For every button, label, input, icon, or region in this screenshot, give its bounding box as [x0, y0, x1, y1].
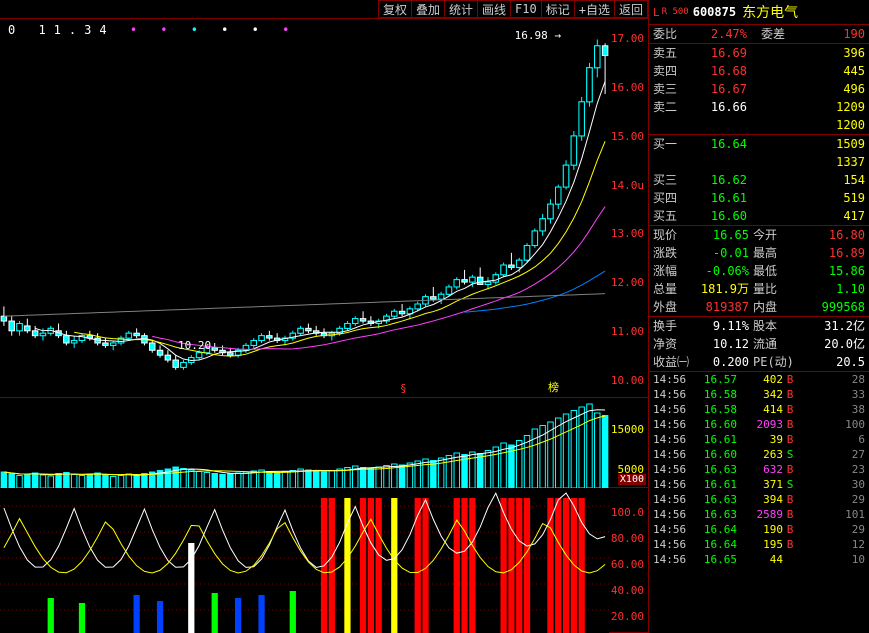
tick-row: 14:5616.632589B101 — [649, 507, 869, 522]
toolbar-复权[interactable]: 复权 — [379, 1, 411, 17]
orderbook-row: 1337 — [649, 153, 869, 171]
price-axis: 17.0016.0015.0014.0u13.0012.0011.0010.00 — [609, 18, 649, 398]
tick-row: 14:5616.58342B33 — [649, 387, 869, 402]
orderbook-row: 卖四16.68445 — [649, 62, 869, 80]
stat-row: 收益㈠0.200PE(动)20.5 — [649, 353, 869, 372]
stat-row: 换手9.11%股本31.2亿 — [649, 317, 869, 335]
volume-axis: X100 150005000 — [609, 398, 649, 488]
tick-row: 14:5616.63394B29 — [649, 492, 869, 507]
toolbar-叠加[interactable]: 叠加 — [411, 1, 444, 17]
tick-row: 14:5616.57402B28 — [649, 372, 869, 387]
toolbar-统计[interactable]: 统计 — [444, 1, 477, 17]
orderbook-row: 卖三16.67496 — [649, 80, 869, 98]
chart-panel: 复权叠加统计画线F10标记+自选返回 0 11.34 • • • • • • 1… — [0, 0, 649, 633]
toolbar-F10[interactable]: F10 — [510, 1, 541, 17]
stock-name: 东方电气 — [742, 2, 798, 22]
candlestick-chart[interactable]: 0 11.34 • • • • • • 16.98 → 10.20 § 榜 — [0, 18, 609, 398]
oscillator-chart[interactable] — [0, 488, 609, 633]
stock-header: L R 500 600875 东方电气 — [649, 0, 869, 25]
tick-row: 14:5616.58414B38 — [649, 402, 869, 417]
low-annotation: 10.20 — [178, 339, 211, 352]
orderbook-row: 1200 — [649, 116, 869, 134]
stat-row: 净资10.12流通20.0亿 — [649, 335, 869, 353]
orderbook-row: 买四16.61519 — [649, 189, 869, 207]
tick-row: 14:5616.6139B6 — [649, 432, 869, 447]
tick-row: 14:5616.64190B29 — [649, 522, 869, 537]
orderbook-row: 买三16.62154 — [649, 171, 869, 189]
stat-row: 外盘819387内盘999568 — [649, 298, 869, 317]
tick-row: 14:5616.61371S30 — [649, 477, 869, 492]
orderbook-row: 卖五16.69396 — [649, 44, 869, 62]
commission-ratio-row: 委比 2.47% 委差 190 — [649, 25, 869, 44]
volume-chart[interactable] — [0, 398, 609, 488]
stat-row: 总量181.9万量比1.10 — [649, 280, 869, 298]
tick-row: 14:5616.602093B100 — [649, 417, 869, 432]
toolbar-标记[interactable]: 标记 — [541, 1, 574, 17]
tick-row: 14:5616.60263S27 — [649, 447, 869, 462]
high-annotation: 16.98 → — [515, 29, 561, 42]
stat-row: 涨跌-0.01最高16.89 — [649, 244, 869, 262]
tick-row: 14:5616.654410 — [649, 552, 869, 567]
toolbar-画线[interactable]: 画线 — [477, 1, 510, 17]
orderbook-row: 卖二16.661209 — [649, 98, 869, 116]
oscillator-axis: 100.080.0060.0040.0020.00 — [609, 488, 649, 633]
marker-s: § — [400, 382, 407, 395]
quote-panel: L R 500 600875 东方电气 委比 2.47% 委差 190 卖五16… — [649, 0, 869, 633]
orderbook-row: 买一16.641509 — [649, 135, 869, 153]
tick-row: 14:5616.64195B12 — [649, 537, 869, 552]
toolbar-+自选[interactable]: +自选 — [574, 1, 614, 17]
stat-row: 涨幅-0.06%最低15.86 — [649, 262, 869, 280]
marker-b: 榜 — [548, 379, 559, 395]
market-prefix: L — [653, 6, 660, 19]
stat-row: 现价16.65今开16.80 — [649, 226, 869, 244]
toolbar-返回[interactable]: 返回 — [614, 1, 647, 17]
toolbar: 复权叠加统计画线F10标记+自选返回 — [378, 0, 648, 18]
indicator-dots: 0 11.34 • • • • • • — [8, 23, 297, 37]
orderbook-row: 买五16.60417 — [649, 207, 869, 225]
tick-row: 14:5616.63632B23 — [649, 462, 869, 477]
stock-code: 600875 — [693, 5, 736, 19]
